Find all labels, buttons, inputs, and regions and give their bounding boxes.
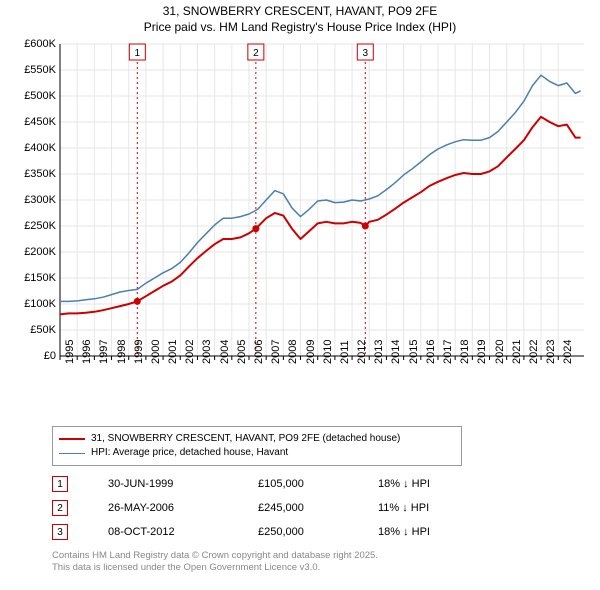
svg-text:1: 1	[135, 48, 141, 59]
legend-label: 31, SNOWBERRY CRESCENT, HAVANT, PO9 2FE …	[91, 433, 400, 445]
y-tick-label: £600K	[24, 38, 56, 50]
x-tick-label: 2024	[562, 340, 574, 364]
transaction-hpi-diff: 11% ↓ HPI	[378, 502, 478, 514]
transaction-marker-number: 1	[52, 476, 68, 492]
legend-item: 31, SNOWBERRY CRESCENT, HAVANT, PO9 2FE …	[59, 432, 455, 446]
transaction-price: £245,000	[258, 502, 378, 514]
x-tick-label: 2001	[167, 340, 179, 364]
transaction-date: 08-OCT-2012	[108, 526, 258, 538]
x-tick-label: 2013	[373, 340, 385, 364]
chart-area: 1 2 3 £0 £50K £100K £150K £200K £250K £300K £350K…	[8, 38, 592, 418]
attribution-line-2: This data is licensed under the Open Gov…	[52, 562, 378, 574]
x-tick-label: 2009	[305, 340, 317, 364]
x-tick-label: 2023	[545, 340, 557, 364]
x-tick-label: 2008	[287, 340, 299, 364]
svg-text:3: 3	[363, 48, 369, 59]
transaction-price: £250,000	[258, 526, 378, 538]
x-tick-label: 2011	[339, 340, 351, 364]
x-tick-label: 2004	[219, 340, 231, 364]
y-tick-label: £500K	[24, 90, 56, 102]
x-tick-label: 1999	[133, 340, 145, 364]
x-tick-label: 2000	[150, 340, 162, 364]
x-tick-label: 1995	[64, 340, 76, 364]
y-tick-label: £250K	[24, 220, 56, 232]
y-tick-label: £100K	[24, 298, 56, 310]
transaction-marker-number: 2	[52, 500, 68, 516]
y-tick-label: £0	[44, 350, 56, 362]
x-tick-label: 2017	[442, 340, 454, 364]
x-tick-label: 2019	[476, 340, 488, 364]
x-tick-label: 2005	[236, 340, 248, 364]
transaction-row: 2 26-MAY-2006£245,00011% ↓ HPI	[52, 496, 478, 520]
x-tick-label: 2012	[356, 340, 368, 364]
x-tick-label: 2010	[322, 340, 334, 364]
y-tick-label: £200K	[24, 246, 56, 258]
y-tick-label: £300K	[24, 194, 56, 206]
title-line-2: Price paid vs. HM Land Registry's House …	[0, 20, 600, 36]
y-tick-label: £50K	[30, 324, 56, 336]
transaction-price: £105,000	[258, 478, 378, 490]
legend-swatch	[59, 438, 85, 440]
attribution-text: Contains HM Land Registry data © Crown c…	[52, 550, 378, 574]
x-tick-label: 2014	[390, 340, 402, 364]
x-tick-label: 2018	[459, 340, 471, 364]
x-tick-label: 2016	[425, 340, 437, 364]
x-tick-label: 2006	[253, 340, 265, 364]
x-tick-label: 1998	[116, 340, 128, 364]
transaction-hpi-diff: 18% ↓ HPI	[378, 526, 478, 538]
transaction-row: 3 08-OCT-2012£250,00018% ↓ HPI	[52, 520, 478, 544]
x-tick-label: 2015	[408, 340, 420, 364]
legend-label: HPI: Average price, detached house, Hava…	[91, 447, 288, 459]
x-tick-label: 2021	[511, 340, 523, 364]
svg-text:2: 2	[253, 48, 259, 59]
y-tick-label: £350K	[24, 168, 56, 180]
y-tick-label: £550K	[24, 64, 56, 76]
title-line-1: 31, SNOWBERRY CRESCENT, HAVANT, PO9 2FE	[0, 4, 600, 20]
x-tick-label: 1996	[81, 340, 93, 364]
legend-item: HPI: Average price, detached house, Hava…	[59, 446, 455, 460]
x-tick-label: 2003	[201, 340, 213, 364]
transaction-hpi-diff: 18% ↓ HPI	[378, 478, 478, 490]
x-tick-label: 2020	[494, 340, 506, 364]
y-tick-label: £150K	[24, 272, 56, 284]
attribution-line-1: Contains HM Land Registry data © Crown c…	[52, 550, 378, 562]
transaction-marker-number: 3	[52, 524, 68, 540]
x-tick-label: 1997	[98, 340, 110, 364]
y-tick-label: £400K	[24, 142, 56, 154]
transaction-date: 30-JUN-1999	[108, 478, 258, 490]
x-tick-label: 2007	[270, 340, 282, 364]
chart-title: 31, SNOWBERRY CRESCENT, HAVANT, PO9 2FE …	[0, 0, 600, 37]
legend-swatch	[59, 453, 85, 454]
y-tick-label: £450K	[24, 116, 56, 128]
legend: 31, SNOWBERRY CRESCENT, HAVANT, PO9 2FE …	[52, 426, 462, 466]
marker-transactions-table: 130-JUN-1999£105,00018% ↓ HPI226-MAY-200…	[52, 472, 478, 544]
transaction-row: 1 30-JUN-1999£105,00018% ↓ HPI	[52, 472, 478, 496]
x-tick-label: 2022	[528, 340, 540, 364]
transaction-date: 26-MAY-2006	[108, 502, 258, 514]
x-tick-label: 2002	[184, 340, 196, 364]
